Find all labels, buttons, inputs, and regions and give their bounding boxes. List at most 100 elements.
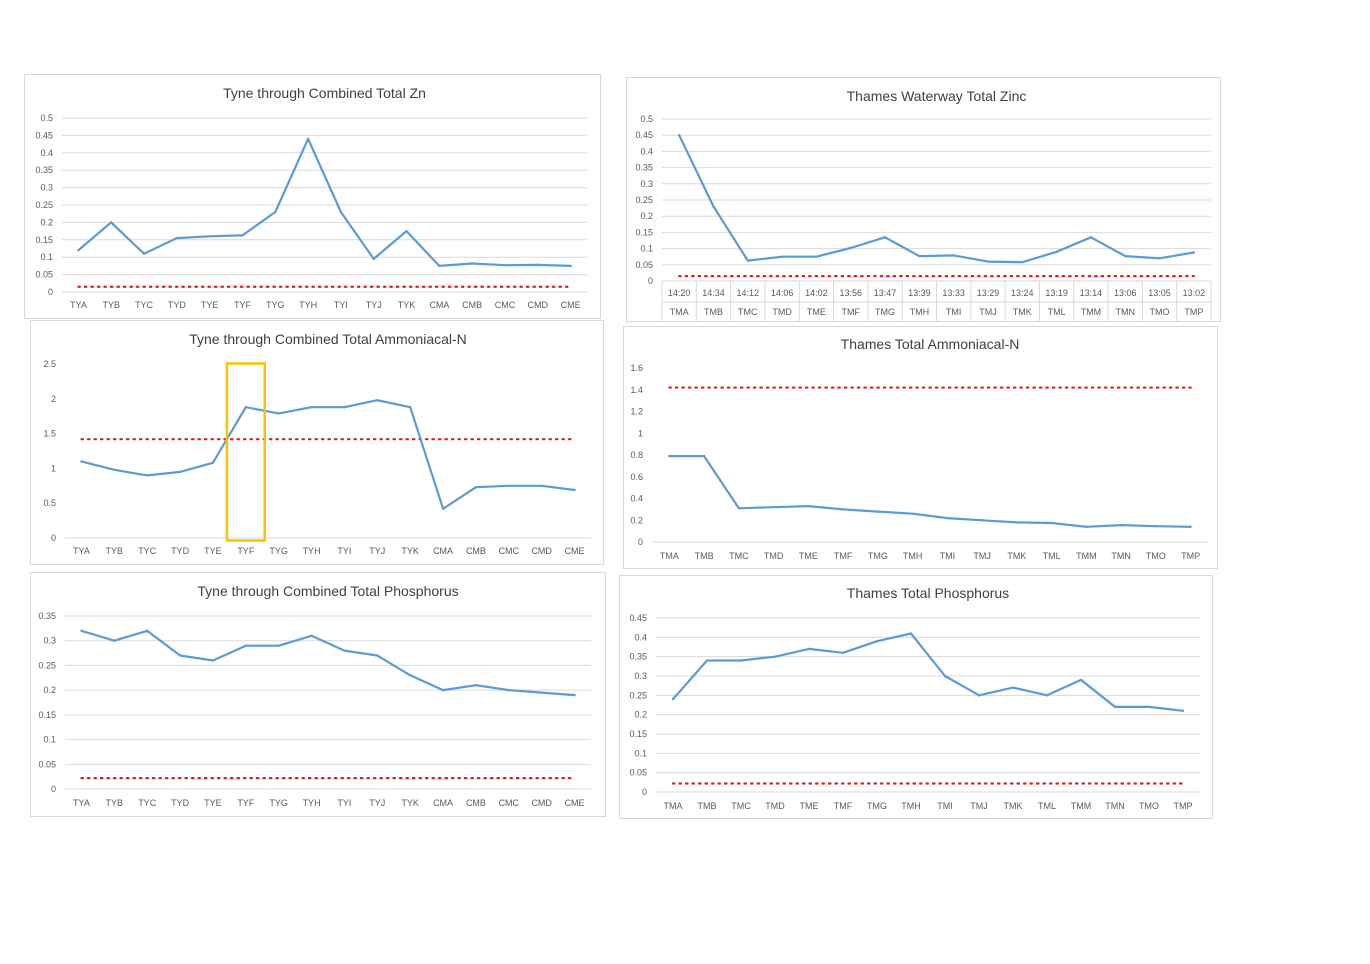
x-tick-label: TME — [800, 801, 819, 811]
x-tick-label: TMM — [1076, 551, 1097, 561]
data-point — [875, 640, 879, 643]
x-tick-label: TYF — [237, 798, 255, 808]
x-time-label: 13:29 — [977, 288, 1000, 298]
y-tick-label: 0.4 — [640, 146, 653, 156]
data-point — [540, 691, 543, 694]
data-point — [306, 137, 310, 141]
highlight-box — [225, 362, 266, 542]
y-tick-label: 0.4 — [630, 494, 643, 504]
x-tick-label: TYF — [237, 546, 255, 556]
x-tick-label: TML — [1038, 801, 1056, 811]
x-tick-label: TMP — [1174, 801, 1193, 811]
x-tick-label: TYF — [234, 300, 252, 310]
data-point — [739, 659, 743, 662]
y-tick-label: 1 — [51, 463, 56, 473]
y-tick-label: 1 — [638, 428, 643, 438]
x-tick-label: TMH — [903, 551, 923, 561]
x-tick-label: CME — [565, 798, 585, 808]
data-point — [113, 468, 116, 471]
data-point — [277, 644, 280, 647]
y-tick-label: 0.2 — [630, 515, 643, 525]
data-point — [1079, 678, 1083, 682]
x-tick-label: CMC — [499, 798, 520, 808]
x-tick-label: TMA — [660, 551, 679, 561]
x-tick-label: TYG — [269, 546, 288, 556]
data-point — [671, 698, 675, 701]
y-tick-label: 1.6 — [630, 363, 643, 373]
x-tick-label: TYD — [171, 546, 190, 556]
data-point — [145, 629, 149, 633]
x-time-label: 14:20 — [668, 288, 691, 298]
data-point — [244, 405, 248, 409]
x-time-label: 14:06 — [771, 288, 794, 298]
y-tick-label: 0.1 — [634, 748, 647, 758]
y-tick-label: 0.05 — [629, 768, 647, 778]
y-tick-label: 0.2 — [634, 710, 647, 720]
x-tick-label: CMA — [433, 546, 453, 556]
x-tick-label: TYJ — [369, 798, 385, 808]
y-tick-label: 0.25 — [38, 660, 56, 670]
x-tick-label: TMK — [1013, 307, 1032, 317]
y-tick-label: 0.6 — [630, 472, 643, 482]
x-time-label: 13:19 — [1045, 288, 1068, 298]
data-point — [178, 470, 182, 474]
data-point — [807, 504, 810, 508]
x-tick-label: TMO — [1146, 551, 1166, 561]
y-tick-label: 0.35 — [38, 611, 56, 621]
data-point — [1158, 257, 1161, 260]
x-tick-label: TMM — [1071, 801, 1092, 811]
chart-svg: Thames Total Ammoniacal-N 0 0.2 0.4 0.6 0.8 1 1… — [630, 336, 1208, 561]
data-point — [376, 398, 379, 402]
x-tick-label: TMB — [704, 307, 723, 317]
data-point — [1045, 694, 1049, 697]
y-tick-label: 0.35 — [635, 163, 653, 173]
data-point — [343, 649, 346, 652]
x-tick-label: TYH — [303, 798, 321, 808]
data-point — [1124, 254, 1127, 258]
series-line — [669, 455, 1191, 528]
y-tick-label: 0.3 — [43, 636, 56, 646]
y-tick-label: 0.25 — [35, 200, 53, 210]
x-tick-label: CMC — [499, 546, 520, 556]
y-tick-label: 0.3 — [40, 183, 53, 193]
data-point — [876, 510, 880, 513]
x-time-label: 13:06 — [1114, 288, 1137, 298]
data-point — [405, 229, 408, 233]
series-line — [81, 629, 575, 697]
data-point — [339, 210, 343, 214]
x-tick-label: TYD — [168, 300, 187, 310]
data-point — [1015, 521, 1019, 524]
y-tick-label: 0.5 — [43, 498, 56, 508]
x-tick-label: CMA — [433, 798, 453, 808]
x-tick-label: TMF — [834, 551, 853, 561]
x-tick-label: TMJ — [970, 801, 988, 811]
x-tick-label: TMB — [698, 801, 717, 811]
data-point — [746, 259, 749, 262]
data-point — [1189, 525, 1192, 528]
x-tick-label: TMF — [841, 307, 860, 317]
y-tick-label: 0.15 — [629, 729, 647, 739]
x-tick-label: TYC — [138, 798, 157, 808]
x-tick-label: TYK — [398, 300, 416, 310]
y-tick-label: 0.4 — [40, 148, 53, 158]
x-tick-label: CMB — [466, 798, 486, 808]
x-tick-label: CMA — [429, 300, 449, 310]
y-tick-label: 0.1 — [40, 252, 53, 262]
data-point — [980, 519, 984, 522]
x-tick-label: CMB — [462, 300, 482, 310]
chart-title: Thames Waterway Total Zinc — [847, 88, 1027, 104]
data-point — [946, 516, 949, 520]
x-tick-label: TMH — [910, 307, 930, 317]
x-tick-label: TYI — [334, 300, 348, 310]
x-tick-label: CME — [561, 300, 581, 310]
data-point — [705, 659, 709, 662]
data-point — [1089, 236, 1093, 239]
y-tick-label: 0.45 — [35, 130, 53, 140]
x-tick-label: TMF — [834, 801, 853, 811]
x-tick-label: TML — [1048, 307, 1066, 317]
y-tick-label: 0 — [51, 533, 56, 543]
x-time-label: 14:34 — [702, 288, 725, 298]
chart-tyne-phosphorus: Tyne through Combined Total Phosphorus 0 0… — [30, 572, 606, 817]
chart-title: Thames Total Phosphorus — [847, 585, 1009, 601]
data-point — [573, 693, 576, 697]
